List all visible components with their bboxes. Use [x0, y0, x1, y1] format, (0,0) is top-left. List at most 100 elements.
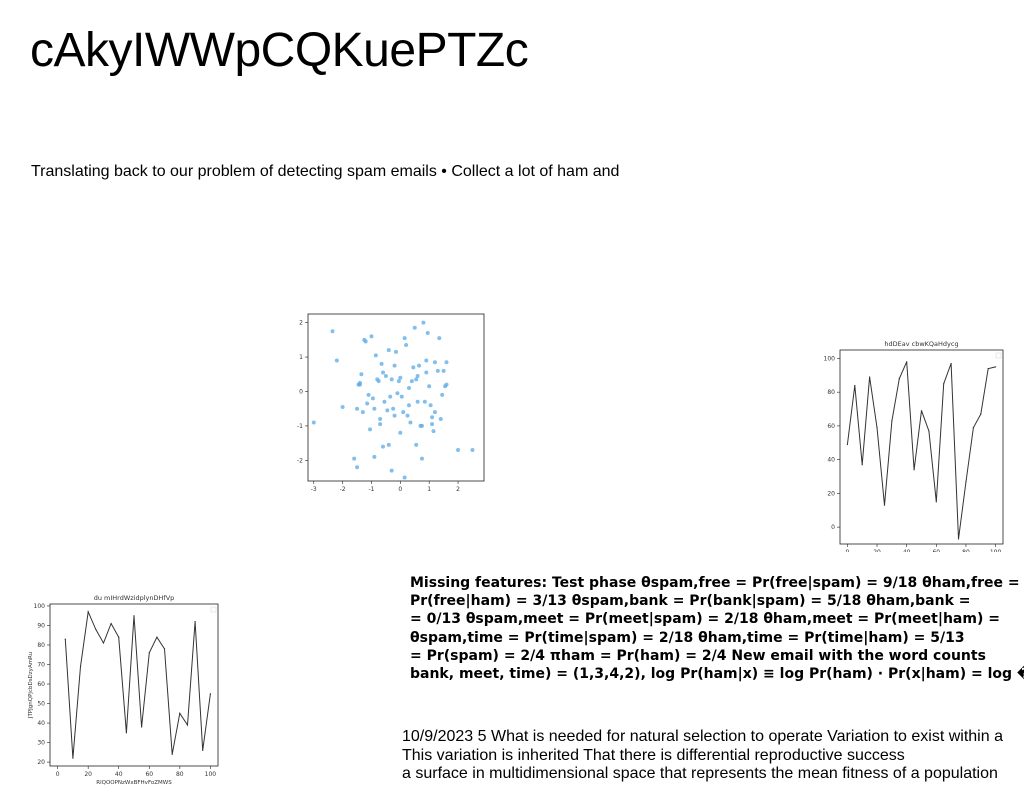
scatter-point — [437, 336, 442, 341]
line-left-y-tick-label: 60 — [37, 681, 45, 688]
line-left-data-point — [163, 648, 166, 650]
scatter-point — [402, 475, 407, 480]
text-line: Missing features: Test phase θspam,free … — [410, 575, 1020, 591]
scatter-point — [355, 465, 360, 470]
scatter-point — [456, 448, 461, 453]
scatter-point — [444, 360, 449, 365]
scatter-point — [370, 396, 375, 401]
scatter-point — [398, 375, 403, 380]
line-right-title: hdDEav cbwKQaHdycg — [884, 340, 958, 348]
scatter-point — [340, 404, 345, 409]
scatter-point — [419, 423, 424, 428]
line-right-legend-box — [995, 352, 1002, 359]
scatter-point — [408, 420, 413, 425]
line-right-data-point — [987, 367, 989, 370]
scatter-point — [392, 363, 397, 368]
scatter-point — [373, 353, 378, 358]
line-left-data-point — [118, 636, 120, 638]
scatter-point — [381, 370, 386, 375]
line-right-y-tick-label: 20 — [827, 490, 835, 497]
line-right-y-tick-label: 60 — [827, 423, 835, 430]
scatter-x-tick-label: -2 — [340, 486, 346, 493]
line-chart-right: 0 20 40 60 80 100 0 20 40 60 80 100 hdDEav cbwKQaHdy… — [824, 340, 1004, 552]
scatter-point — [388, 394, 393, 399]
scatter-point — [379, 361, 384, 366]
scatter-point — [394, 349, 398, 354]
line-left-legend-box — [210, 606, 217, 613]
line-left-data-point — [64, 638, 66, 640]
scatter-point — [386, 442, 391, 447]
line-left-y-tick-label: 50 — [37, 701, 45, 708]
line-left-data-point — [133, 615, 135, 617]
line-left-data-point — [202, 749, 204, 751]
line-left-data-point — [141, 726, 143, 728]
text-line: Pr(free|ham) = 3/13 θspam,bank = Pr(bank… — [410, 593, 971, 610]
line-right-y-tick-label: 40 — [827, 457, 835, 464]
scatter-x-tick-label: 0 — [398, 486, 402, 493]
text-line: a surface in multidimensional space that… — [402, 765, 998, 782]
scatter-point — [378, 422, 383, 427]
scatter-point — [430, 422, 435, 427]
scatter-point — [359, 372, 364, 377]
scatter-point — [401, 410, 406, 415]
line-right-data-point — [957, 538, 960, 540]
line-left-data-point — [95, 628, 97, 630]
line-right-y-tick-label: 80 — [827, 389, 835, 396]
scatter-chart: -3 -2 -1 0 1 2 2 1 0 -1 -2 — [297, 313, 485, 493]
text-line: 10/9/2023 5 What is needed for natural s… — [402, 728, 1003, 745]
line-right-x-tick-label: 60 — [932, 549, 940, 552]
scatter-point — [415, 399, 420, 404]
scatter-point — [365, 401, 370, 406]
scatter-x-tick-label: -3 — [311, 486, 317, 493]
scatter-plot-frame — [307, 313, 485, 482]
scatter-point — [369, 334, 374, 339]
scatter-point — [406, 386, 411, 391]
line-right-data-point — [891, 420, 893, 422]
line-left-y-tick-label: 70 — [37, 662, 45, 669]
line-left-y-tick-label: 90 — [37, 622, 45, 629]
scatter-point — [372, 406, 377, 411]
scatter-y-tick-label: 0 — [299, 388, 303, 395]
scatter-y-tick-label: 1 — [299, 354, 303, 361]
scatter-point — [352, 456, 357, 461]
scatter-point — [405, 413, 410, 418]
scatter-point — [414, 377, 419, 382]
line-left-series-line — [64, 609, 211, 759]
line-left-data-point — [125, 732, 127, 734]
line-right-data-point — [898, 378, 900, 380]
line-left-data-point — [110, 622, 112, 625]
scatter-point — [366, 392, 371, 397]
line-left-title: du mIHrdWzidplynDHfVp — [94, 594, 175, 602]
line-right-data-point — [972, 427, 974, 429]
line-left-data-point — [156, 636, 158, 638]
scatter-point — [334, 358, 339, 363]
text-line: θspam,time = Pr(time|spam) = 2/18 θham,t… — [410, 629, 965, 646]
scatter-y-tick-label: 2 — [299, 320, 303, 327]
line-left-x-tick-label: 80 — [176, 771, 184, 778]
scatter-point — [435, 368, 440, 373]
line-right-data-point — [994, 366, 997, 368]
line-left-data-point — [179, 712, 181, 714]
line-right-data-point — [980, 413, 982, 415]
scatter-point — [409, 379, 414, 384]
scatter-point — [414, 442, 419, 447]
line-right-data-point — [861, 464, 863, 466]
line-left-x-tick-label: 0 — [56, 771, 60, 778]
scatter-point — [431, 429, 436, 434]
scatter-point — [399, 394, 404, 399]
scatter-point — [415, 373, 420, 378]
scatter-point — [376, 379, 381, 384]
scatter-point — [422, 399, 427, 404]
line-right-data-point — [935, 501, 937, 503]
line-left-data-point — [209, 693, 211, 695]
scatter-point — [444, 382, 449, 387]
scatter-y-tick-label: -2 — [297, 457, 303, 464]
scatter-point — [396, 379, 401, 384]
scatter-point — [392, 413, 397, 418]
scatter-point — [424, 370, 429, 375]
scatter-point — [411, 365, 416, 370]
scatter-point — [372, 454, 377, 459]
line-right-data-point — [876, 427, 878, 429]
scatter-point — [425, 330, 430, 335]
scatter-point — [404, 342, 409, 347]
